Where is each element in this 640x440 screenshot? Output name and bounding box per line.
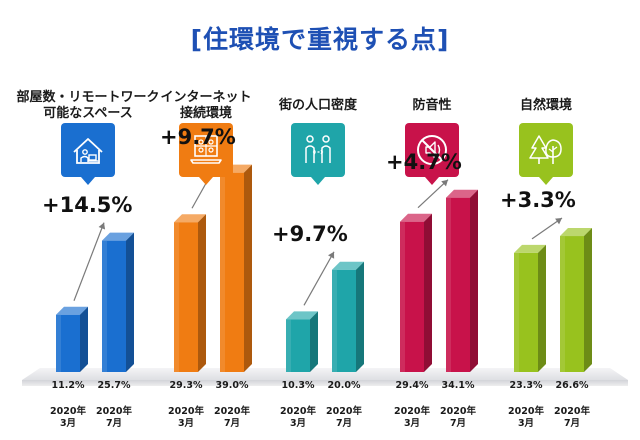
value-label: 29.3% [169,380,203,391]
x-tick-month: 7月 [105,418,123,429]
bar [56,306,88,372]
icon-pointer [539,177,553,185]
bar [560,228,592,372]
bar [286,311,318,372]
change-label: +3.3% [500,188,576,213]
category-label: 自然環境 [471,98,621,114]
icon-pointer [81,177,95,185]
category-label-line: 自然環境 [519,98,572,113]
category-label-line: 街の人口密度 [278,98,357,113]
category-label: インターネット 接続環境 [131,90,281,122]
x-tick-year: 2020年 [214,406,250,417]
category-icon-box [405,123,459,177]
x-tick-month: 3月 [403,418,421,429]
bar [332,261,364,372]
laptop-network-icon [190,135,222,164]
change-label: +4.7% [386,149,462,174]
bar [514,244,546,372]
bar [174,214,206,372]
trees-icon [529,135,562,164]
x-tick-month: 7月 [563,418,581,429]
change-arrow [303,251,335,306]
bar [446,189,478,372]
x-tick-year: 2020年 [440,406,476,417]
x-tick-label: 2020年 3月 [164,406,208,430]
x-tick-label: 2020年 7月 [550,406,594,430]
value-label: 20.0% [327,380,361,391]
x-tick-year: 2020年 [554,406,590,417]
x-tick-year: 2020年 [508,406,544,417]
change-label: +14.5% [42,192,133,217]
x-tick-year: 2020年 [168,406,204,417]
value-label: 26.6% [555,380,589,391]
x-tick-month: 3月 [517,418,535,429]
category-label: 街の人口密度 [243,98,393,114]
category-label-line: 部屋数・リモートワーク [16,90,160,105]
change-arrow [417,179,449,209]
category-icon-box [61,123,115,177]
category-label: 部屋数・リモートワーク 可能なスペース [13,90,163,122]
house-remote-work-icon [73,138,103,164]
x-tick-year: 2020年 [280,406,316,417]
bar [102,232,134,372]
x-tick-label: 2020年 3月 [390,406,434,430]
category-label-line: インターネット [160,90,252,105]
value-label: 39.0% [215,380,249,391]
category-icon-box [291,123,345,177]
category-icon-box [519,123,573,177]
category-label: 防音性 [357,98,507,114]
x-tick-month: 7月 [223,418,241,429]
chart-title: [住環境で重視する点] [190,25,450,54]
value-label: 25.7% [97,380,131,391]
icon-pointer [199,177,213,185]
value-label: 10.3% [281,380,315,391]
x-tick-year: 2020年 [394,406,430,417]
x-tick-month: 7月 [335,418,353,429]
x-tick-label: 2020年 3月 [276,406,320,430]
x-tick-month: 7月 [449,418,467,429]
x-tick-label: 2020年 7月 [210,406,254,430]
floor-top [22,368,628,380]
x-tick-label: 2020年 3月 [504,406,548,430]
x-tick-year: 2020年 [96,406,132,417]
value-label: 23.3% [509,380,543,391]
x-tick-label: 2020年 7月 [322,406,366,430]
category-icon-box [179,123,233,177]
category-label-line: 可能なスペース [43,106,133,121]
change-label: +9.7% [160,124,236,149]
x-tick-year: 2020年 [50,406,86,417]
category-label-line: 接続環境 [179,106,232,121]
icon-pointer [425,177,439,185]
no-sound-icon [417,135,447,165]
social-distance-icon [305,135,331,163]
x-tick-label: 2020年 7月 [436,406,480,430]
x-tick-label: 2020年 7月 [92,406,136,430]
change-arrow [531,217,563,240]
change-label: +9.7% [272,221,348,246]
x-tick-label: 2020年 3月 [46,406,90,430]
value-label: 34.1% [441,380,475,391]
value-label: 29.4% [395,380,429,391]
x-tick-month: 3月 [59,418,77,429]
x-tick-month: 3月 [177,418,195,429]
value-label: 11.2% [51,380,85,391]
category-label-line: 防音性 [412,98,452,113]
bar [220,164,252,372]
x-tick-month: 3月 [289,418,307,429]
bar [400,213,432,372]
x-tick-year: 2020年 [326,406,362,417]
icon-pointer [311,177,325,185]
change-arrow [73,222,106,301]
floor-front [22,380,628,386]
